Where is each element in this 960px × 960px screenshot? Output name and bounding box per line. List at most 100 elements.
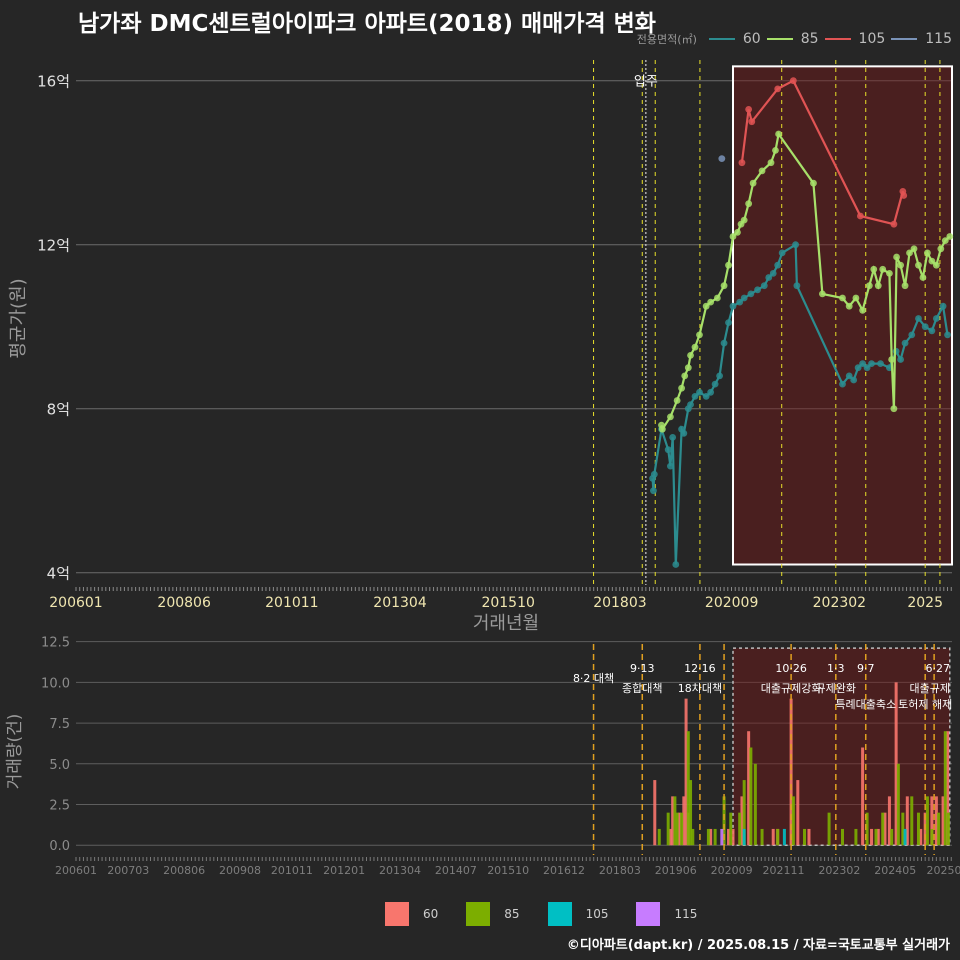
bar-legend-item-85: 85 [466, 902, 520, 926]
legend-title: 전용면적(㎡) [636, 33, 697, 46]
bar-x-tick-label: 201803 [599, 864, 641, 877]
bar-60 [796, 780, 800, 846]
bar-60 [861, 747, 865, 846]
bar-x-tick-label: 202111 [763, 864, 805, 877]
policy-label: 토허제 해제 [898, 697, 952, 711]
data-point-85 [886, 270, 893, 277]
data-point-85 [901, 282, 909, 290]
bar-85 [686, 731, 690, 846]
data-point-85 [818, 290, 826, 298]
bar-85 [896, 763, 900, 846]
bar-85 [666, 812, 670, 846]
policy-date: 1·3 [827, 662, 845, 675]
bar-x-tick-label: 202507 [927, 864, 960, 877]
data-point-85 [859, 306, 867, 314]
data-point-105 [856, 212, 864, 220]
x-tick-label: 201011 [265, 595, 318, 611]
bar-85 [874, 828, 878, 846]
bar-legend-item-105: 105 [547, 902, 608, 926]
bar-115 [720, 828, 724, 846]
bar-60 [894, 682, 898, 846]
data-point-60 [839, 380, 846, 388]
data-point-85 [734, 229, 741, 236]
data-point-85 [740, 216, 748, 224]
data-point-60 [845, 372, 853, 380]
data-point-85 [932, 261, 940, 269]
data-point-60 [921, 323, 929, 331]
data-point-85 [681, 372, 689, 380]
bar-85 [657, 828, 661, 846]
legend-swatch-85 [766, 38, 793, 40]
y-tick-label: 12억 [37, 237, 70, 255]
bar-legend-label-85: 85 [504, 907, 520, 921]
data-point-85 [673, 397, 681, 404]
data-point-60 [667, 462, 674, 470]
bar-60 [789, 698, 793, 846]
bar-y-tick-label: 7.5 [49, 717, 70, 732]
data-point-60 [863, 364, 871, 372]
x-tick-label: 202009 [705, 595, 758, 611]
bar-60 [934, 796, 938, 846]
data-point-60 [774, 261, 782, 269]
data-point-60 [850, 376, 858, 384]
data-point-105 [900, 192, 908, 199]
bar-85 [713, 828, 717, 846]
bar-60 [771, 828, 775, 846]
data-point-85 [658, 425, 666, 433]
data-point-60 [691, 393, 699, 400]
y-tick-label: 16억 [37, 73, 70, 91]
data-point-60 [736, 298, 744, 306]
bar-60 [930, 796, 934, 846]
data-point-85 [888, 356, 896, 363]
data-point-85 [893, 253, 900, 261]
bar-60 [941, 796, 945, 846]
policy-label: 규제완화 [816, 682, 856, 695]
policy-date: 9·13 [630, 662, 655, 675]
bar-85 [673, 796, 677, 846]
bar-x-tick-label: 200703 [107, 864, 149, 877]
data-point-85 [852, 294, 860, 302]
bar-85 [854, 828, 858, 846]
data-point-85 [937, 245, 945, 253]
data-point-85 [870, 265, 878, 273]
bar-x-tick-label: 200601 [55, 864, 97, 877]
legend-item-60: 60 [708, 31, 761, 47]
policy-label: 특례대출축소 [835, 698, 896, 711]
bar-85 [738, 812, 742, 846]
x-tick-label: 200601 [49, 595, 102, 611]
data-point-105 [745, 106, 753, 113]
bar-85 [916, 812, 920, 846]
data-point-85 [707, 298, 715, 306]
data-point-85 [890, 405, 898, 413]
bar-85 [706, 828, 710, 846]
legend-item-85: 85 [766, 31, 819, 47]
bar-85 [881, 812, 885, 846]
data-point-85 [696, 331, 703, 339]
data-point-60 [754, 286, 761, 294]
bar-60 [740, 796, 744, 846]
bar-60 [883, 812, 887, 846]
data-point-85 [924, 249, 931, 257]
data-point-60 [944, 331, 951, 339]
data-point-85 [928, 257, 936, 265]
data-point-85 [687, 352, 694, 359]
data-point-60 [901, 339, 909, 347]
data-point-85 [691, 343, 699, 351]
x-tick-label: 201304 [373, 595, 427, 611]
bar-x-tick-label: 201906 [655, 864, 697, 877]
data-point-85 [897, 261, 905, 269]
bar-85 [729, 812, 733, 846]
data-point-60 [854, 364, 862, 372]
data-point-85 [684, 364, 692, 372]
bar-x-tick-label: 201510 [487, 864, 529, 877]
data-point-85 [845, 302, 853, 310]
bar-y-tick-label: 12.5 [41, 636, 70, 651]
bar-85 [742, 780, 746, 846]
data-point-85 [915, 261, 922, 269]
bar-60 [709, 828, 713, 846]
data-point-60 [892, 347, 900, 355]
y-tick-label: 8억 [47, 401, 70, 419]
data-point-60 [672, 561, 680, 568]
bar-85 [827, 812, 831, 846]
